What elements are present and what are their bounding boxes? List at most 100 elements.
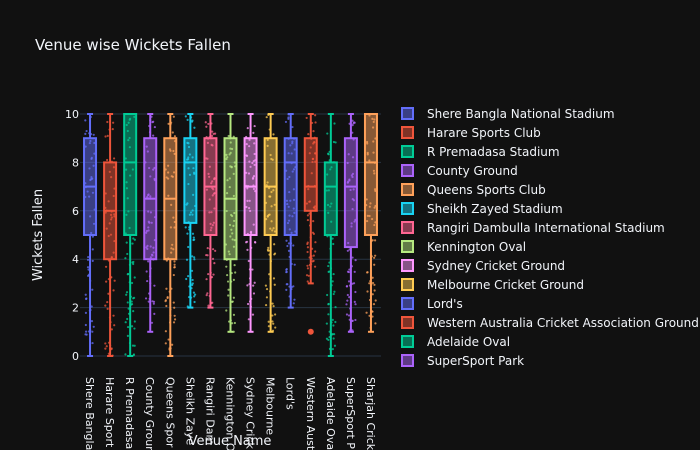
jitter-point [234, 271, 237, 274]
jitter-point [89, 139, 92, 143]
legend-item[interactable]: Sydney Cricket Ground [401, 259, 565, 273]
legend-item[interactable]: Harare Sports Club [401, 126, 541, 140]
jitter-point [104, 304, 107, 307]
jitter-point [148, 166, 151, 170]
jitter-point [245, 240, 249, 243]
legend-item[interactable]: Lord's [401, 297, 463, 311]
jitter-point [285, 268, 288, 271]
jitter-point [327, 313, 330, 316]
jitter-point [351, 329, 354, 332]
legend-item[interactable]: Melbourne Cricket Ground [401, 278, 584, 292]
legend-label: County Ground [427, 164, 518, 178]
jitter-point [89, 133, 93, 136]
legend[interactable]: Shere Bangla National Stadium Harare Spor… [401, 107, 699, 368]
jitter-point [188, 213, 192, 216]
box-0[interactable] [83, 113, 98, 357]
jitter-point [205, 278, 208, 281]
legend-item[interactable]: Rangiri Dambulla International Stadium [401, 221, 665, 235]
jitter-point [124, 321, 127, 324]
x-tick-label: Sharjah Crick [364, 377, 377, 450]
jitter-point [251, 268, 254, 271]
legend-item[interactable]: Western Australia Cricket Association Gr… [401, 316, 699, 330]
jitter-point [310, 172, 313, 175]
box-2[interactable] [123, 113, 138, 357]
jitter-point [91, 330, 94, 333]
jitter-point [325, 337, 329, 340]
box-5[interactable] [183, 113, 198, 309]
jitter-point [249, 165, 252, 168]
jitter-point [287, 117, 290, 121]
box-10[interactable] [283, 113, 298, 309]
jitter-point [351, 119, 354, 122]
legend-swatch [401, 297, 414, 310]
jitter-point [152, 246, 155, 249]
jitter-point [230, 213, 233, 217]
legend-item[interactable]: Adelaide Oval [401, 335, 510, 349]
jitter-point [325, 189, 328, 192]
jitter-point [292, 188, 295, 191]
jitter-point [226, 280, 230, 283]
legend-item[interactable]: R Premadasa Stadium [401, 145, 560, 159]
jitter-point [232, 330, 235, 333]
jitter-point [328, 159, 331, 162]
jitter-point [144, 297, 148, 300]
jitter-point [373, 239, 377, 242]
jitter-point [210, 226, 213, 229]
jitter-point [313, 206, 316, 209]
legend-item[interactable]: SuperSport Park [401, 354, 524, 368]
iqr-box [343, 137, 358, 249]
jitter-point [346, 181, 349, 184]
legend-item[interactable]: Shere Bangla National Stadium [401, 107, 615, 121]
jitter-point [310, 137, 313, 140]
box-13[interactable] [343, 113, 358, 333]
legend-item[interactable]: Kennington Oval [401, 240, 526, 254]
jitter-point [147, 197, 151, 200]
box-7[interactable] [223, 113, 238, 333]
jitter-point [209, 222, 212, 225]
jitter-point [270, 220, 273, 223]
jitter-point [213, 262, 216, 265]
box-6[interactable] [203, 113, 218, 309]
jitter-point [326, 203, 330, 207]
box-14[interactable] [363, 113, 378, 333]
jitter-point [353, 220, 356, 223]
jitter-point [133, 327, 136, 330]
jitter-point [173, 135, 177, 138]
jitter-point [110, 216, 113, 219]
jitter-point [225, 153, 228, 156]
legend-item[interactable]: Queens Sports Club [401, 183, 546, 197]
box-1[interactable] [103, 113, 118, 357]
jitter-point [328, 261, 331, 264]
jitter-point [273, 252, 277, 255]
jitter-point [92, 164, 95, 167]
jitter-point [107, 259, 110, 262]
box-4[interactable] [163, 113, 178, 357]
jitter-point [245, 184, 248, 187]
jitter-point [365, 198, 368, 201]
box-8[interactable] [243, 113, 258, 333]
jitter-point [126, 197, 129, 200]
x-tick-label: R Premadasa [123, 377, 136, 449]
legend-item[interactable]: County Ground [401, 164, 518, 178]
box-9[interactable] [263, 113, 278, 333]
box-3[interactable] [143, 113, 158, 333]
jitter-point [234, 165, 237, 168]
jitter-point [211, 224, 214, 227]
jitter-point [149, 245, 152, 248]
jitter-point [152, 251, 155, 254]
legend-item[interactable]: Sheikh Zayed Stadium [401, 202, 563, 216]
jitter-point [91, 177, 94, 180]
box-12[interactable] [323, 113, 338, 357]
jitter-point [212, 273, 215, 276]
jitter-point [213, 191, 216, 195]
jitter-point [371, 276, 374, 279]
box-11[interactable] [303, 113, 318, 335]
jitter-point [366, 214, 369, 217]
jitter-point [147, 229, 150, 232]
outlier-point[interactable] [307, 328, 314, 335]
jitter-point [330, 166, 333, 169]
jitter-point [354, 303, 357, 306]
jitter-point [88, 195, 91, 198]
jitter-point [90, 320, 94, 323]
